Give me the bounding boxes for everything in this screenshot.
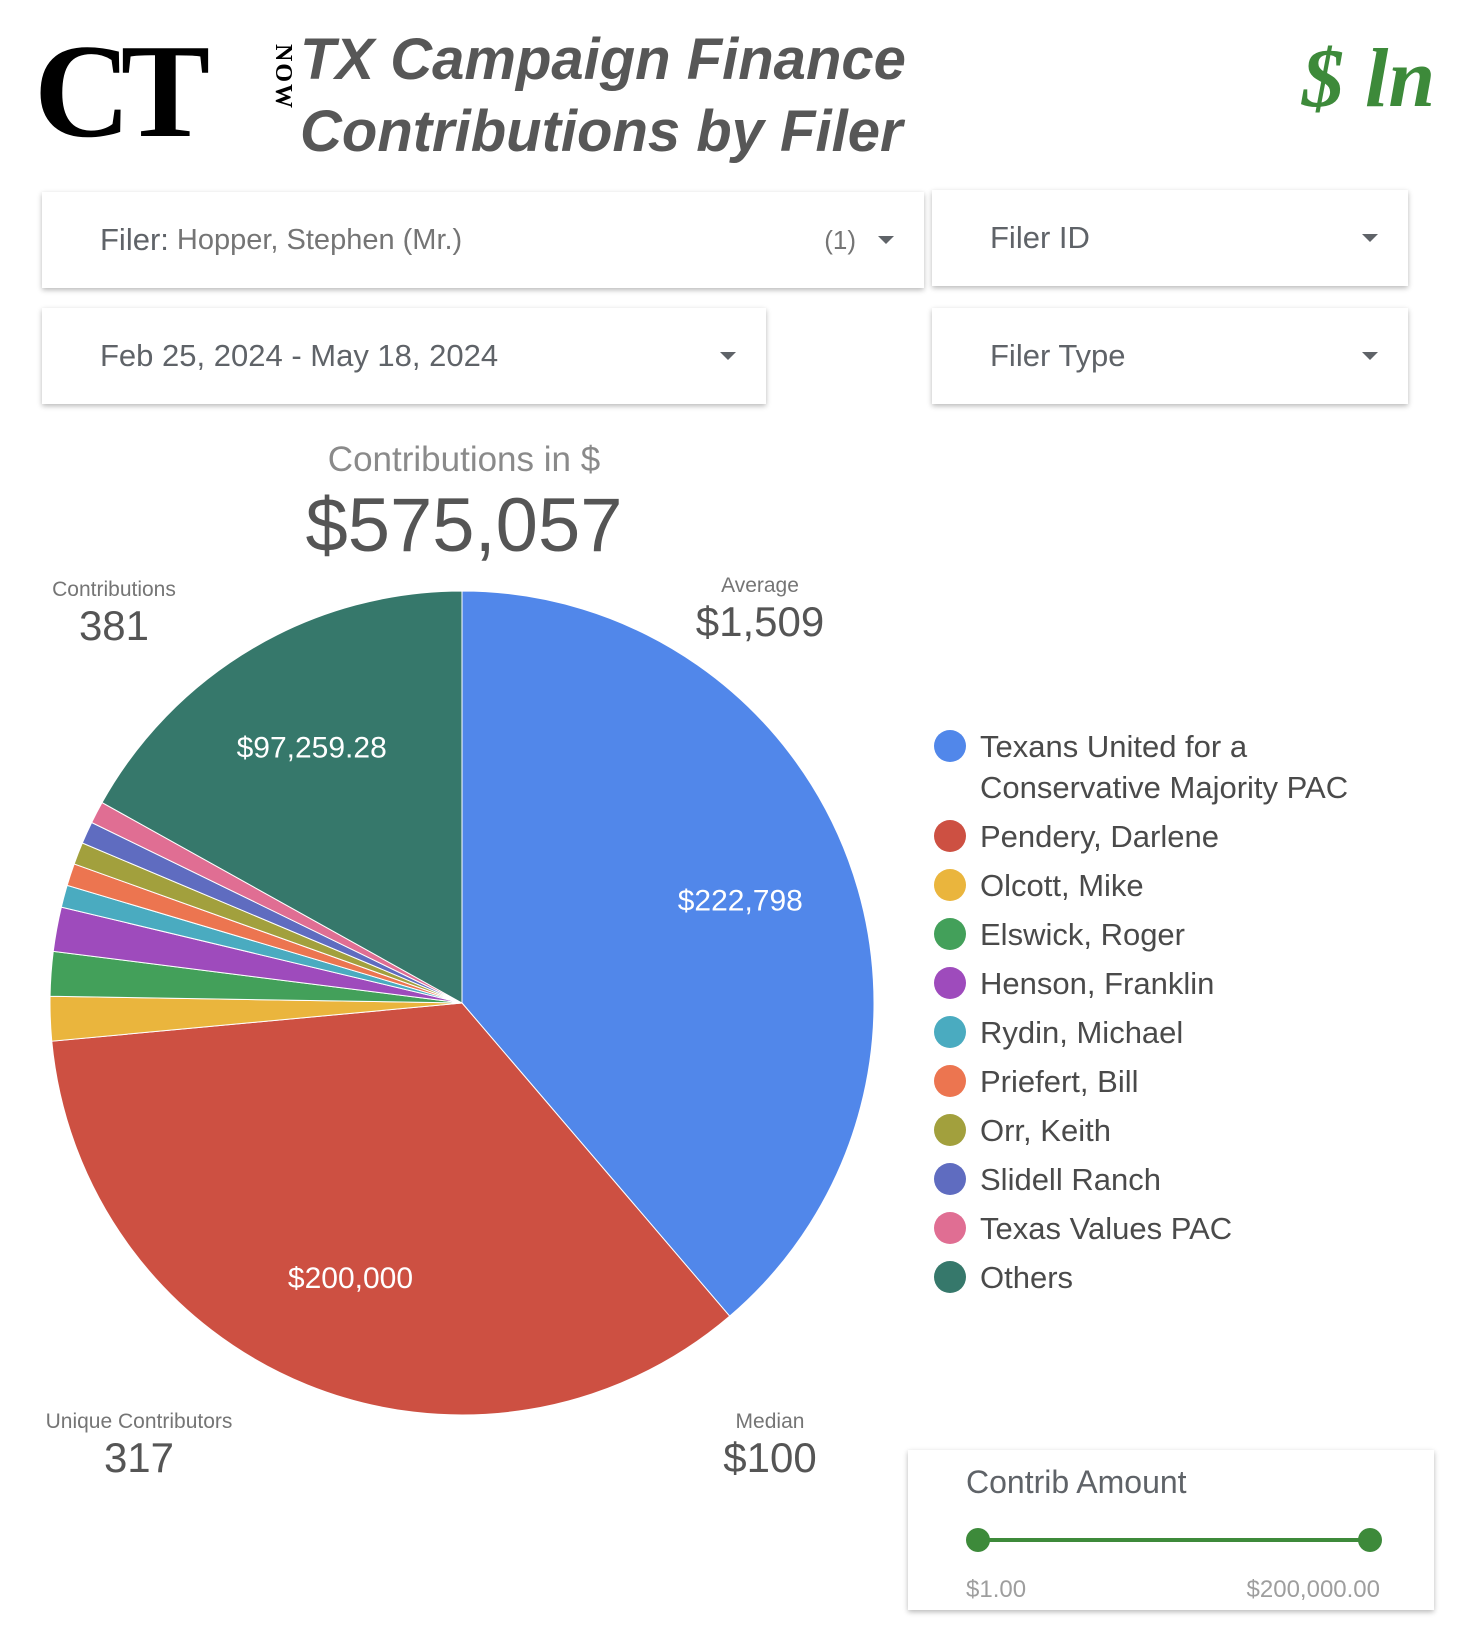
page-title: TX Campaign Finance Contributions by Fil… (300, 27, 906, 164)
legend-label: Texans United for a Conservative Majorit… (980, 729, 1349, 805)
slider-track[interactable] (978, 1538, 1370, 1542)
filer-dropdown[interactable]: Filer: Hopper, Stephen (Mr.) (1) (42, 192, 924, 288)
contributions-scorecard: Contributions 381 (34, 578, 194, 650)
legend-color-swatch (934, 869, 966, 901)
legend-label: Elswick, Roger (980, 917, 1185, 952)
legend-color-swatch (934, 1163, 966, 1195)
legend-item[interactable]: Pendery, Darlene (934, 816, 1374, 857)
average-scorecard-value: $1,509 (695, 598, 825, 645)
unique-contributors-scorecard: Unique Contributors 317 (34, 1410, 244, 1482)
legend-item[interactable]: Texans United for a Conservative Majorit… (934, 726, 1374, 808)
legend-label: Pendery, Darlene (980, 819, 1219, 854)
filer-selected-count: (1) (824, 224, 856, 255)
average-scorecard: Average $1,509 (680, 574, 840, 646)
legend-label: Others (980, 1260, 1074, 1295)
slider-handle-min[interactable] (966, 1528, 990, 1552)
legend-label: Rydin, Michael (980, 1015, 1184, 1050)
median-scorecard: Median $100 (690, 1410, 850, 1482)
pie-slice[interactable] (461, 590, 875, 1317)
legend-color-swatch (934, 1261, 966, 1293)
filer-type-dropdown-label: Filer Type (990, 338, 1126, 373)
slider-min-label: $1.00 (966, 1576, 1027, 1603)
date-range-picker[interactable]: Feb 25, 2024 - May 18, 2024 (42, 308, 766, 404)
legend-color-swatch (934, 1212, 966, 1244)
logo-sub-text: NOW (270, 44, 296, 110)
unique-contributors-scorecard-value: 317 (103, 1434, 175, 1481)
legend-item[interactable]: Slidell Ranch (934, 1159, 1374, 1200)
pie-slice[interactable] (51, 1002, 731, 1416)
unique-contributors-scorecard-label: Unique Contributors (45, 1410, 233, 1433)
legend-label: Texas Values PAC (980, 1211, 1233, 1246)
filer-dropdown-label: Filer (100, 222, 161, 257)
filer-id-dropdown[interactable]: Filer ID (932, 190, 1408, 286)
legend-item[interactable]: Elswick, Roger (934, 914, 1374, 955)
chart-legend: Texans United for a Conservative Majorit… (934, 726, 1374, 1306)
logo-main-text: CT (34, 17, 210, 165)
legend-item[interactable]: Orr, Keith (934, 1110, 1374, 1151)
legend-color-swatch (934, 1114, 966, 1146)
legend-item[interactable]: Others (934, 1257, 1374, 1298)
total-scorecard: Contributions in $ $575,057 (264, 440, 664, 569)
slider-title: Contrib Amount (966, 1464, 1187, 1500)
legend-color-swatch (934, 1065, 966, 1097)
contrib-amount-slider: Contrib Amount $1.00 $200,000.00 (908, 1450, 1434, 1610)
total-scorecard-label: Contributions in $ (327, 440, 601, 479)
legend-color-swatch (934, 918, 966, 950)
median-scorecard-value: $100 (723, 1434, 817, 1481)
contributions-scorecard-value: 381 (78, 602, 150, 649)
legend-item[interactable]: Priefert, Bill (934, 1061, 1374, 1102)
median-scorecard-label: Median (735, 1410, 805, 1433)
filer-id-dropdown-label: Filer ID (990, 220, 1090, 255)
chevron-down-icon[interactable] (1362, 352, 1378, 360)
average-scorecard-label: Average (721, 574, 799, 597)
legend-color-swatch (934, 967, 966, 999)
legend-label: Henson, Franklin (980, 966, 1215, 1001)
ct-now-logo: CT NOW (34, 24, 296, 158)
legend-item[interactable]: Olcott, Mike (934, 865, 1374, 906)
filer-dropdown-value: Hopper, Stephen (Mr.) (176, 223, 463, 256)
total-scorecard-value: $575,057 (305, 483, 623, 568)
chevron-down-icon[interactable] (720, 352, 736, 360)
legend-item[interactable]: Rydin, Michael (934, 1012, 1374, 1053)
legend-label: Slidell Ranch (980, 1162, 1161, 1197)
date-range-value: Feb 25, 2024 - May 18, 2024 (100, 338, 499, 373)
brand-mark: $ ln (1302, 32, 1436, 125)
legend-item[interactable]: Henson, Franklin (934, 963, 1374, 1004)
slider-handle-max[interactable] (1358, 1528, 1382, 1552)
pie-slice[interactable] (101, 590, 463, 1004)
contributions-scorecard-label: Contributions (52, 578, 176, 601)
filer-type-dropdown[interactable]: Filer Type (932, 308, 1408, 404)
legend-label: Priefert, Bill (980, 1064, 1139, 1099)
chevron-down-icon[interactable] (1362, 234, 1378, 242)
chevron-down-icon[interactable] (878, 236, 894, 244)
legend-label: Olcott, Mike (980, 868, 1144, 903)
legend-color-swatch (934, 1016, 966, 1048)
legend-item[interactable]: Texas Values PAC (934, 1208, 1374, 1249)
slider-max-label: $200,000.00 (1246, 1576, 1380, 1603)
legend-label: Orr, Keith (980, 1113, 1111, 1148)
legend-color-swatch (934, 820, 966, 852)
legend-color-swatch (934, 730, 966, 762)
